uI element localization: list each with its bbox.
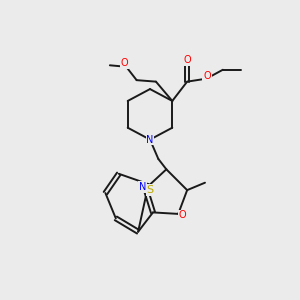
Text: N: N — [146, 135, 154, 145]
Text: O: O — [179, 210, 187, 220]
Text: O: O — [121, 58, 128, 68]
Text: S: S — [146, 185, 154, 195]
Text: N: N — [139, 182, 146, 192]
Text: O: O — [203, 71, 211, 81]
Text: O: O — [183, 55, 191, 65]
